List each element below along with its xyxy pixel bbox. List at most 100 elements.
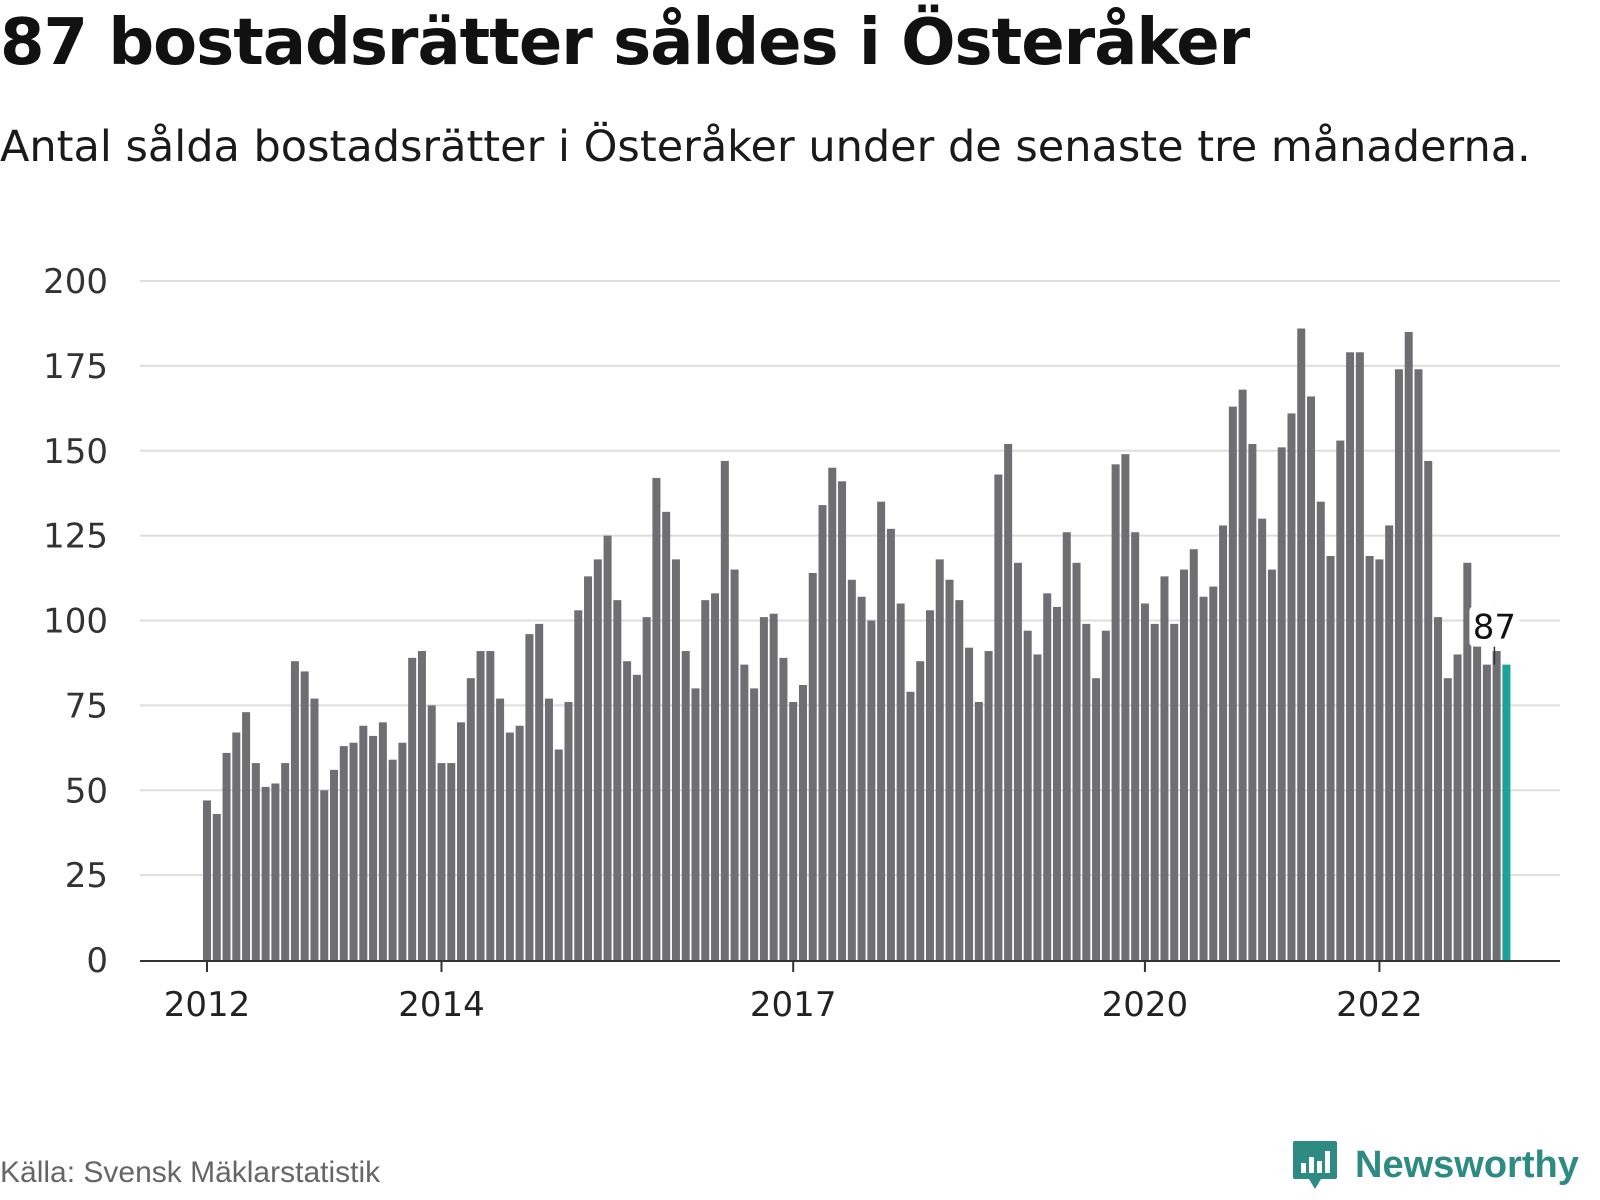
bar <box>681 651 690 960</box>
bar <box>447 763 456 960</box>
bar <box>222 752 231 960</box>
x-tick-label: 2012 <box>164 985 251 1025</box>
bar <box>290 661 299 960</box>
bar <box>212 814 221 960</box>
bar <box>818 505 827 960</box>
bar <box>232 732 241 960</box>
bar <box>466 678 475 960</box>
bar <box>808 572 817 960</box>
bar <box>554 749 563 960</box>
bar <box>1307 396 1316 960</box>
bar <box>1219 525 1228 960</box>
bar <box>1121 454 1130 960</box>
bar <box>496 698 505 960</box>
bar <box>486 651 495 960</box>
bar <box>906 691 915 960</box>
bar <box>1385 525 1394 960</box>
brand-name: Newsworthy <box>1355 1143 1579 1186</box>
bar <box>271 783 280 960</box>
bar <box>886 528 895 960</box>
bar <box>1101 630 1110 960</box>
bar <box>759 617 768 960</box>
bar <box>349 742 358 960</box>
bar <box>515 725 524 960</box>
bar <box>1336 440 1345 960</box>
bar <box>838 481 847 960</box>
bar <box>339 746 348 960</box>
bar <box>1140 603 1149 960</box>
bar <box>1326 555 1335 960</box>
bar <box>1375 559 1384 960</box>
bar <box>584 576 593 960</box>
bar <box>711 593 720 960</box>
bar <box>369 735 378 960</box>
bar <box>417 651 426 960</box>
bar <box>1463 562 1472 960</box>
bar <box>1443 678 1452 960</box>
y-tick-label: 75 <box>65 686 108 726</box>
bar <box>896 603 905 960</box>
bar <box>828 467 837 960</box>
bar <box>544 698 553 960</box>
bar <box>945 579 954 960</box>
bar <box>847 579 856 960</box>
bar <box>203 800 211 960</box>
bar <box>779 657 788 960</box>
bar <box>925 610 934 960</box>
bar <box>1316 501 1325 960</box>
bar <box>1072 562 1081 960</box>
bar <box>1013 562 1022 960</box>
bar <box>359 725 368 960</box>
y-tick-label: 125 <box>43 517 108 557</box>
bar <box>251 763 260 960</box>
y-tick-label: 50 <box>65 771 108 811</box>
bar <box>730 569 739 960</box>
y-tick-label: 0 <box>86 941 108 981</box>
bar <box>623 661 632 960</box>
bar <box>310 698 319 960</box>
chart-subtitle: Antal sålda bostadsrätter i Österåker un… <box>0 122 1531 172</box>
bar <box>1052 606 1061 960</box>
bar <box>1482 664 1491 960</box>
y-tick-label: 200 <box>43 262 108 302</box>
source-note: Källa: Svensk Mäklarstatistik <box>0 1156 381 1189</box>
bar <box>1180 569 1188 960</box>
bar <box>1189 549 1198 960</box>
bar <box>457 722 466 960</box>
bar <box>1023 630 1032 960</box>
bar <box>994 474 1003 960</box>
bar <box>857 596 866 960</box>
bar <box>955 600 964 960</box>
bar <box>1414 369 1423 960</box>
bar <box>1453 654 1462 960</box>
bar <box>1365 555 1374 960</box>
bar <box>427 705 436 960</box>
bar <box>1394 369 1403 960</box>
bar <box>984 651 993 960</box>
bar <box>535 623 544 960</box>
callout-background <box>1469 606 1520 647</box>
bar <box>398 742 407 960</box>
x-tick-label: 2020 <box>1102 985 1189 1025</box>
bar <box>1346 352 1355 960</box>
bar <box>1355 352 1364 960</box>
bar <box>662 511 671 960</box>
bars <box>203 328 1511 961</box>
bar <box>1228 406 1237 960</box>
bar <box>261 786 270 960</box>
bar <box>1131 532 1140 960</box>
bar <box>1258 518 1267 960</box>
brand-logo: Newsworthy <box>1291 1139 1579 1191</box>
chart-title: 87 bostadsrätter såldes i Österåker <box>0 6 1250 80</box>
bar <box>769 613 778 960</box>
bar <box>877 501 886 960</box>
bar <box>388 759 397 960</box>
bar <box>867 620 876 960</box>
bar <box>574 610 583 960</box>
bar <box>1424 460 1433 960</box>
bar <box>965 647 974 960</box>
bar <box>1492 651 1501 960</box>
bar <box>476 651 485 960</box>
bar <box>281 763 290 960</box>
